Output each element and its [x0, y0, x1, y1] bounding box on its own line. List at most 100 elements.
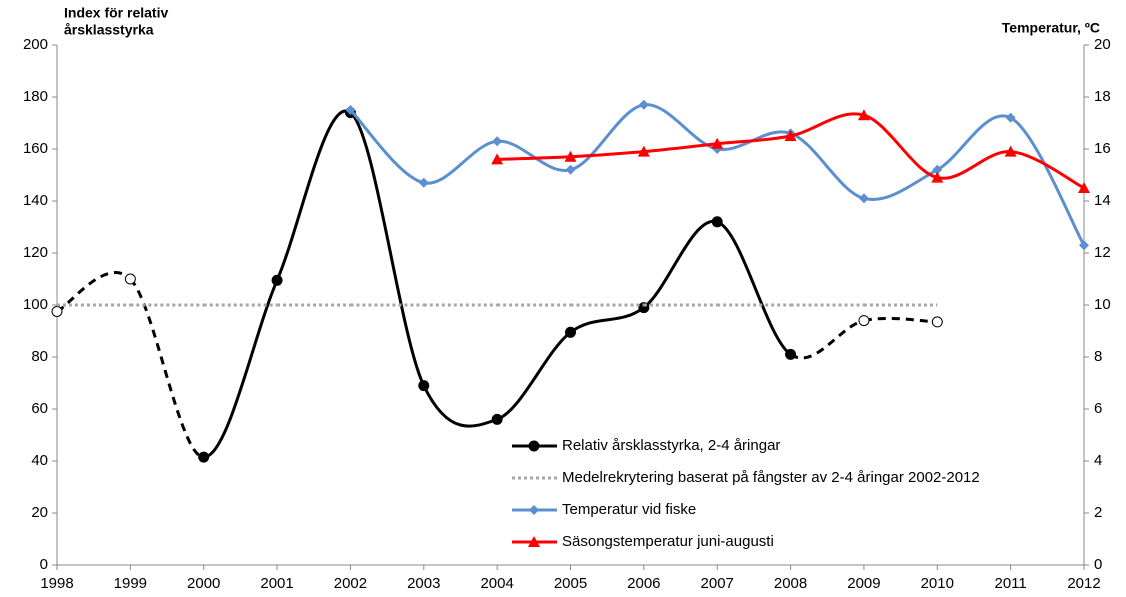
point: [491, 153, 504, 165]
x-tick-label: 2009: [847, 575, 880, 592]
line-segment: [570, 150, 644, 159]
line-segment: [716, 220, 792, 356]
y2-tick-label: 6: [1094, 400, 1102, 417]
y-title-line: Index för relativ: [64, 5, 168, 21]
line-segment: [863, 316, 938, 324]
point: [492, 136, 503, 147]
point: [638, 99, 649, 110]
y2-tick-label: 14: [1094, 192, 1111, 209]
y-tick-label: 180: [23, 88, 48, 105]
x-tick-label: 2011: [995, 575, 1027, 592]
line-segment: [642, 219, 718, 309]
legend-label: Relativ årsklasstyrka, 2-4 åringar: [562, 437, 780, 454]
x-tick-label: 2000: [187, 575, 220, 592]
point: [711, 137, 724, 149]
point: [637, 145, 650, 157]
point: [857, 109, 870, 121]
point: [858, 315, 870, 327]
point: [491, 413, 503, 425]
line-segment: [422, 384, 498, 428]
line-segment: [349, 111, 426, 387]
point: [271, 274, 283, 286]
line-segment: [789, 131, 865, 200]
line-segment: [643, 142, 718, 154]
x-tick-label: 1998: [40, 575, 73, 592]
point: [1005, 112, 1016, 123]
point: [198, 451, 210, 463]
y2-tick-label: 4: [1094, 452, 1102, 469]
point: [785, 348, 797, 360]
x-tick-label: 2007: [701, 575, 734, 592]
x-tick-label: 2005: [554, 575, 587, 592]
y-tick-label: 40: [31, 452, 48, 469]
point: [932, 164, 943, 175]
point: [345, 105, 356, 115]
line-segment: [569, 306, 645, 334]
point: [51, 306, 63, 317]
point: [124, 273, 136, 285]
point: [1004, 145, 1017, 157]
point: [931, 171, 944, 183]
x-tick-label: 2006: [627, 575, 660, 592]
y-tick-label: 0: [40, 556, 48, 573]
y2-tick-label: 2: [1094, 504, 1102, 521]
x-tick-label: 2008: [774, 575, 807, 592]
line-segment: [203, 279, 279, 459]
line-segment: [717, 134, 791, 146]
x-tick-label: 2012: [1067, 575, 1100, 592]
point: [711, 216, 723, 228]
point: [784, 130, 797, 141]
y-tick-label: 60: [31, 400, 48, 417]
line-segment: [863, 168, 939, 201]
legend-label: Temperatur vid fiske: [562, 501, 696, 518]
point: [418, 177, 429, 188]
line-segment: [789, 319, 865, 360]
x-tick-label: 2004: [480, 575, 513, 592]
line-segment: [863, 113, 938, 180]
legend-label: Säsongstemperatur juni-augusti: [562, 533, 774, 550]
legend-marker: [528, 440, 540, 452]
line-segment: [496, 331, 572, 421]
y-tick-label: 160: [23, 140, 48, 157]
x-tick-label: 2003: [407, 575, 440, 592]
line-segment: [349, 108, 425, 185]
line-segment: [936, 150, 1011, 180]
y2-tick-label: 16: [1094, 140, 1111, 157]
point: [931, 316, 943, 328]
point: [1079, 240, 1089, 251]
y2-tick-label: 8: [1094, 348, 1102, 365]
y2-tick-label: 20: [1094, 36, 1111, 53]
line-segment: [497, 139, 571, 172]
y-tick-label: 120: [23, 244, 48, 261]
point: [565, 326, 576, 338]
y2-tick-label: 10: [1094, 296, 1111, 313]
line-segment: [643, 103, 718, 151]
y2-tick-label: 18: [1094, 88, 1111, 105]
line-segment: [790, 112, 865, 138]
line-segment: [423, 139, 498, 185]
y-tick-label: 200: [23, 36, 48, 53]
point: [565, 164, 576, 175]
y-tick-label: 80: [31, 348, 48, 365]
point: [564, 150, 577, 162]
line-segment: [936, 114, 1012, 172]
x-tick-label: 2001: [260, 575, 293, 592]
point: [1078, 182, 1090, 193]
x-tick-label: 2002: [334, 575, 367, 592]
y2-title: Temperatur, ºC: [1002, 20, 1100, 36]
point: [858, 193, 869, 204]
legend-marker: [528, 536, 540, 547]
x-tick-label: 1999: [114, 575, 147, 592]
y-title-line: årsklasstyrka: [64, 22, 154, 38]
line-segment: [569, 103, 645, 172]
y-tick-label: 20: [31, 504, 48, 521]
y-tick-label: 100: [23, 296, 48, 313]
line-segment: [56, 271, 132, 313]
line-segment: [1009, 116, 1086, 246]
line-segment: [1010, 150, 1085, 190]
point: [418, 380, 430, 392]
line-segment: [497, 155, 571, 161]
y-tick-label: 140: [23, 192, 48, 209]
line-segment: [129, 277, 205, 459]
